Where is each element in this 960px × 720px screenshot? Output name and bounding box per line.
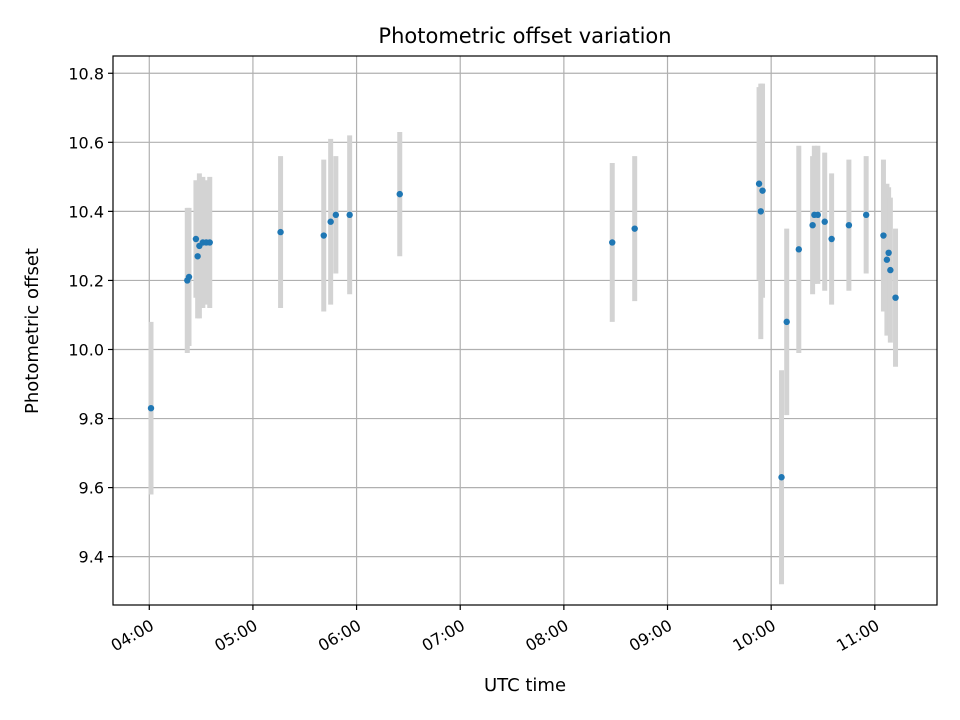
data-point [346,211,353,219]
y-tick-label: 10.4 [68,202,104,221]
y-tick-label: 10.8 [68,64,104,83]
data-point [821,218,828,225]
data-point [892,294,899,301]
data-point [631,225,638,232]
data-point [809,221,816,229]
data-point [880,232,887,239]
data-point [755,180,763,187]
data-points [147,180,899,481]
data-point [332,211,340,219]
data-point [327,218,334,225]
y-tick-label: 10.6 [68,133,104,152]
data-point [396,190,403,198]
y-tick-label: 9.4 [79,548,104,567]
data-point [277,228,284,236]
data-point [887,266,894,274]
data-point [192,235,200,243]
data-point [147,404,155,412]
data-point [828,235,835,243]
data-point [862,211,870,219]
data-point [885,249,892,257]
data-point [757,208,764,215]
data-point [845,221,853,229]
x-axis-title: UTC time [484,675,566,696]
y-tick-label: 10.0 [68,340,104,359]
y-tick-label: 9.6 [79,479,104,498]
data-point [609,239,616,246]
data-point [320,232,327,239]
data-point [783,318,790,326]
data-point [194,253,201,260]
data-point [206,239,213,246]
data-point [795,246,803,253]
y-axis-title: Photometric offset [22,248,43,414]
y-tick-label: 9.8 [79,410,104,429]
data-point [185,273,193,281]
plot-frame [112,55,938,606]
data-point [759,187,766,194]
chart-title: Photometric offset variation [378,24,671,48]
data-point [778,474,785,481]
data-point [883,256,891,263]
data-point [814,211,822,219]
y-tick-label: 10.2 [68,271,104,290]
